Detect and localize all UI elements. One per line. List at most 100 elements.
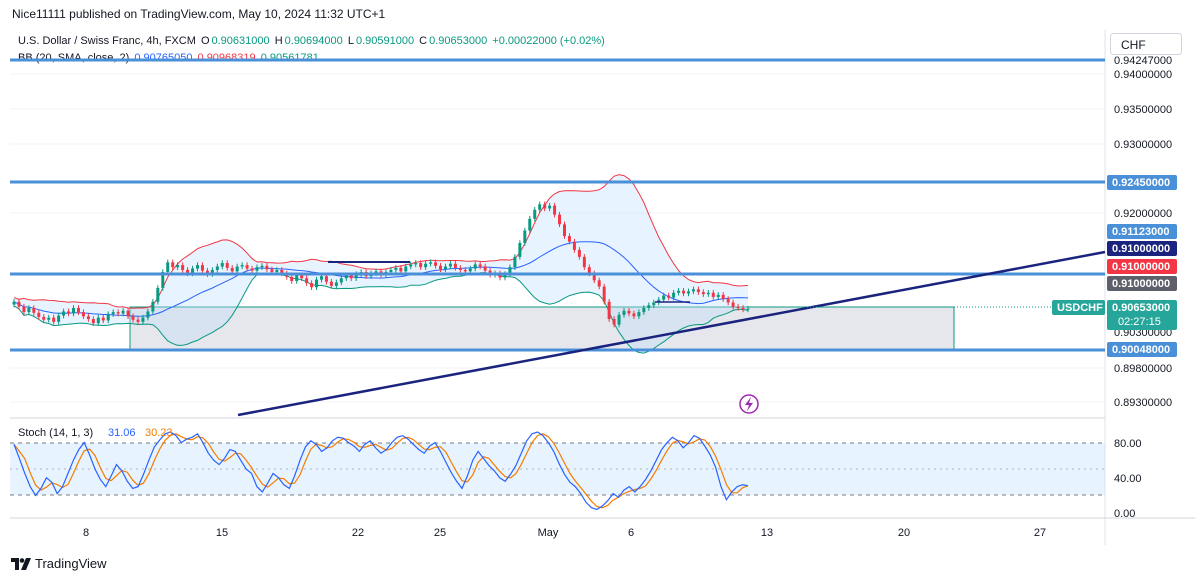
stoch-k-line — [13, 431, 749, 511]
candle-body — [627, 310, 631, 314]
candle-body — [315, 279, 319, 288]
horizontal-levels[interactable] — [10, 58, 1105, 352]
candle-body — [721, 294, 725, 299]
candle-body — [399, 267, 403, 272]
candle-body — [414, 263, 418, 265]
candle-body — [17, 301, 21, 307]
candle-body — [582, 256, 586, 268]
candle-body — [22, 306, 26, 313]
stoch-d-line — [13, 433, 749, 509]
candle-body — [42, 316, 46, 320]
candle-body — [181, 265, 185, 270]
bb-basis-line — [13, 241, 749, 317]
price-tick: 0.93000000 — [1114, 139, 1172, 151]
candle-body — [429, 262, 433, 264]
candle-body — [533, 209, 537, 219]
stoch-axis[interactable]: 80.00 40.00 0.00 — [1114, 438, 1142, 520]
candle-body — [196, 265, 199, 269]
candle-body — [746, 308, 750, 310]
candle-body — [146, 311, 150, 318]
candle-body — [448, 263, 452, 267]
stoch-tick: 0.00 — [1114, 508, 1135, 520]
publisher-line: Nice11111 published on TradingView.com, … — [12, 7, 386, 21]
low-label: L — [347, 35, 354, 47]
candle-body — [543, 204, 547, 209]
candle-body — [329, 281, 333, 286]
badge-091-gray: 0.91000000 — [1112, 278, 1170, 290]
candle-body — [548, 205, 552, 209]
candle-body — [409, 264, 413, 267]
candle-body — [677, 290, 681, 293]
candle-body — [57, 315, 61, 322]
candle-body — [508, 267, 512, 275]
badge-091123: 0.91123000 — [1112, 226, 1170, 238]
candle-body — [37, 312, 41, 317]
candle-body — [478, 264, 482, 267]
close-value: 0.90653000 — [429, 35, 488, 47]
candle-body — [111, 312, 115, 315]
candle-body — [716, 294, 720, 297]
range-box[interactable] — [129, 306, 955, 351]
candle-body — [528, 218, 532, 231]
candle-body — [682, 290, 686, 294]
currency-button[interactable]: CHF — [1110, 33, 1182, 55]
candle-body — [662, 295, 666, 300]
candle-body — [667, 295, 671, 298]
candle-body — [235, 266, 239, 272]
stoch-tick: 40.00 — [1114, 473, 1142, 485]
candle-body — [339, 278, 343, 283]
candle-body — [563, 224, 566, 237]
candle-body — [696, 289, 700, 293]
candles — [12, 201, 750, 328]
candle-body — [186, 269, 190, 274]
candle-body — [434, 262, 438, 266]
candle-body — [225, 263, 229, 268]
ascending-trendline[interactable] — [237, 250, 1106, 417]
candle-body — [136, 319, 140, 322]
low-value: 0.90591000 — [355, 35, 415, 47]
candle-body — [622, 310, 626, 315]
candle-body — [106, 314, 110, 321]
candle-body — [473, 264, 477, 269]
candle-body — [518, 242, 522, 257]
candle-body — [81, 312, 85, 317]
candle-body — [319, 276, 323, 280]
badge-current-price: 0.90653000 — [1112, 302, 1170, 314]
candle-body — [419, 263, 423, 268]
candle-body — [483, 266, 487, 271]
candle-body — [443, 266, 447, 270]
candle-body — [558, 214, 562, 225]
candle-body — [686, 291, 690, 294]
symbol-legend: U.S. Dollar / Swiss Franc, 4h, FXCM O 0.9… — [18, 35, 607, 47]
candle-body — [439, 265, 443, 270]
lightning-icon[interactable] — [739, 394, 759, 414]
candle-body — [280, 269, 284, 274]
candle-body — [116, 312, 120, 314]
candle-body — [652, 302, 656, 306]
candle-body — [672, 292, 676, 298]
stoch-tick: 80.00 — [1114, 438, 1142, 450]
high-label: H — [274, 35, 283, 47]
candle-body — [245, 265, 249, 269]
candle-body — [52, 317, 56, 322]
candle-body — [642, 307, 646, 313]
price-tick: 0.92000000 — [1114, 208, 1172, 220]
badge-091-blue: 0.91000000 — [1112, 243, 1170, 255]
tradingview-logo[interactable]: TradingView — [11, 556, 107, 571]
candle-body — [96, 317, 100, 324]
candle-body — [220, 263, 224, 267]
candle-body — [691, 289, 695, 292]
candle-body — [101, 317, 105, 321]
time-tick: 22 — [352, 527, 364, 539]
candle-body — [617, 314, 621, 325]
time-tick: 8 — [83, 527, 89, 539]
candle-body — [67, 311, 71, 314]
time-axis[interactable]: 8 15 22 25 May 6 13 20 27 — [83, 527, 1046, 539]
candle-body — [32, 307, 36, 313]
candle-body — [200, 265, 204, 271]
price-tick: 0.94000000 — [1114, 69, 1172, 81]
badge-092450: 0.92450000 — [1112, 177, 1170, 189]
candle-body — [553, 205, 557, 215]
candle-body — [151, 301, 155, 312]
